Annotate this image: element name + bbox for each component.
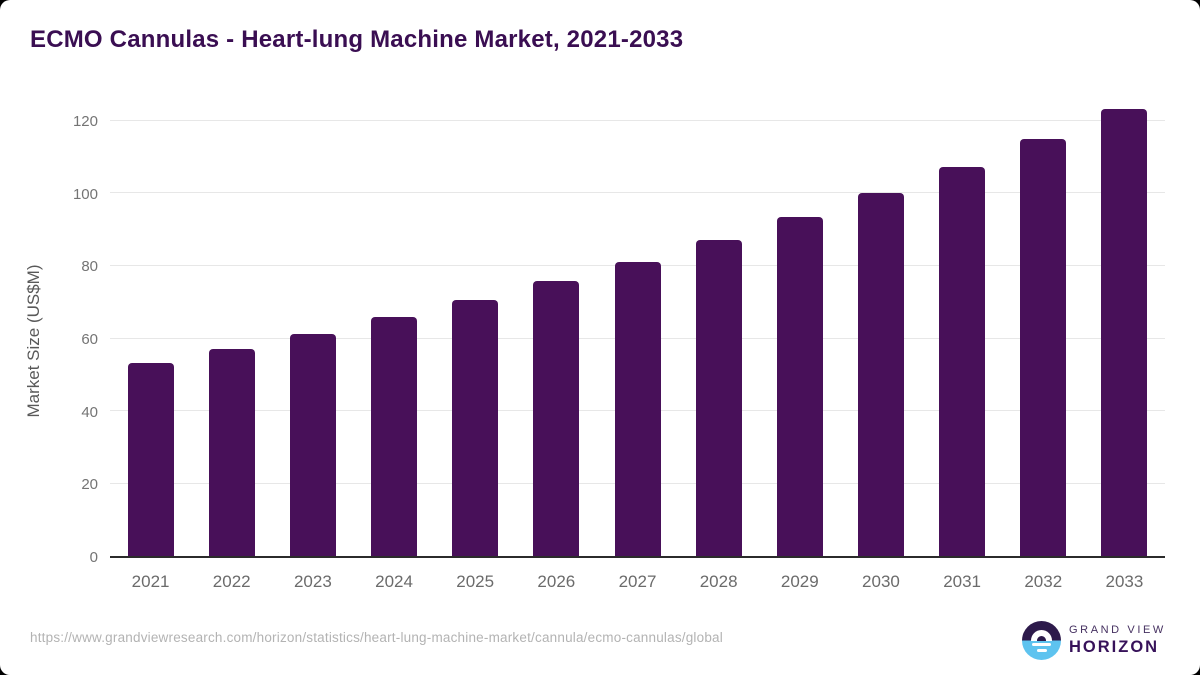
chart-title: ECMO Cannulas - Heart-lung Machine Marke… bbox=[30, 26, 684, 53]
bar-2031[interactable] bbox=[939, 166, 986, 556]
logo-brand-name: GRAND VIEW bbox=[1069, 624, 1166, 636]
bar-2021[interactable] bbox=[127, 363, 174, 556]
bar-2029[interactable] bbox=[776, 216, 823, 556]
source-url: https://www.grandviewresearch.com/horizo… bbox=[30, 630, 723, 645]
gridline-120 bbox=[110, 119, 1165, 121]
xtick-label-2021: 2021 bbox=[131, 572, 170, 591]
ytick-label-60: 60 bbox=[81, 331, 98, 348]
bar-2032[interactable] bbox=[1020, 138, 1067, 556]
plot-area bbox=[110, 109, 1165, 558]
bar-2024[interactable] bbox=[371, 316, 418, 556]
ytick-label-120: 120 bbox=[72, 113, 98, 130]
ytick-label-0: 0 bbox=[89, 549, 98, 566]
xtick-label-2031: 2031 bbox=[943, 572, 982, 591]
xtick-label-2022: 2022 bbox=[212, 572, 251, 591]
xtick-label-2023: 2023 bbox=[293, 572, 332, 591]
bar-2022[interactable] bbox=[208, 349, 255, 556]
logo-product-name: HORIZON bbox=[1069, 638, 1160, 656]
bar-2023[interactable] bbox=[289, 334, 336, 556]
horizon-sun-icon bbox=[1022, 621, 1061, 660]
xtick-label-2026: 2026 bbox=[537, 572, 576, 591]
ytick-label-20: 20 bbox=[81, 476, 98, 494]
bar-2027[interactable] bbox=[614, 261, 661, 556]
xtick-label-2032: 2032 bbox=[1024, 572, 1063, 591]
logo-text: GRAND VIEW HORIZON bbox=[1069, 624, 1166, 657]
ytick-label-100: 100 bbox=[72, 185, 98, 203]
xtick-label-2025: 2025 bbox=[456, 572, 495, 591]
bar-2026[interactable] bbox=[533, 281, 580, 556]
ytick-label-40: 40 bbox=[81, 403, 98, 421]
xtick-label-2029: 2029 bbox=[780, 572, 819, 591]
gridline-100 bbox=[110, 192, 1165, 194]
brand-logo: GRAND VIEW HORIZON bbox=[1022, 621, 1166, 660]
xtick-label-2027: 2027 bbox=[618, 572, 657, 591]
xtick-label-2024: 2024 bbox=[375, 572, 413, 591]
xtick-label-2028: 2028 bbox=[699, 572, 738, 591]
bar-2033[interactable] bbox=[1101, 109, 1148, 556]
xtick-label-2033: 2033 bbox=[1105, 572, 1144, 591]
ytick-label-80: 80 bbox=[81, 258, 98, 276]
bar-2030[interactable] bbox=[857, 192, 904, 556]
xtick-label-2030: 2030 bbox=[862, 572, 900, 591]
bar-2025[interactable] bbox=[452, 300, 499, 556]
bar-2028[interactable] bbox=[695, 239, 742, 556]
